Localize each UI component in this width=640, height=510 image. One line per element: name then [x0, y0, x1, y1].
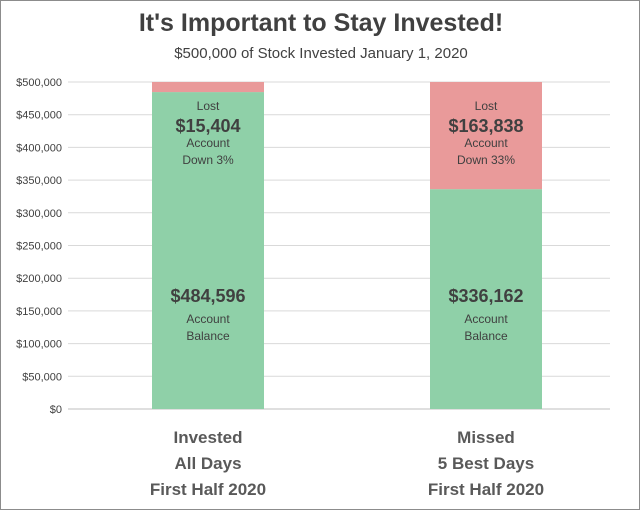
balance-description-label: Account	[186, 312, 230, 326]
y-tick-label: $300,000	[16, 208, 62, 220]
y-tick-label: $350,000	[16, 175, 62, 187]
x-category-label: First Half 2020	[150, 480, 266, 499]
lost-description-label: Account	[464, 136, 508, 150]
y-tick-label: $0	[50, 404, 62, 416]
chart-title: It's Important to Stay Invested!	[138, 9, 504, 37]
y-tick-label: $50,000	[22, 371, 62, 383]
balance-amount-label: $484,596	[170, 286, 245, 306]
lost-percent-label: Down 33%	[457, 153, 515, 167]
x-category-label: 5 Best Days	[438, 454, 534, 473]
balance-description-label: Account	[464, 312, 508, 326]
bar-lost-segment	[152, 82, 264, 93]
balance-description-label: Balance	[464, 329, 508, 343]
y-tick-label: $400,000	[16, 142, 62, 154]
y-tick-label: $200,000	[16, 273, 62, 285]
lost-title-label: Lost	[475, 99, 498, 113]
balance-description-label: Balance	[186, 329, 230, 343]
chart-subtitle: $500,000 of Stock Invested January 1, 20…	[174, 45, 468, 62]
x-category-label: First Half 2020	[428, 480, 544, 499]
lost-amount-label: $15,404	[175, 116, 240, 136]
y-tick-label: $500,000	[16, 77, 62, 89]
x-category-label: Missed	[457, 428, 515, 447]
balance-amount-label: $336,162	[448, 286, 523, 306]
lost-description-label: Account	[186, 136, 230, 150]
y-tick-label: $250,000	[16, 241, 62, 253]
lost-percent-label: Down 3%	[182, 153, 234, 167]
lost-amount-label: $163,838	[448, 116, 523, 136]
y-tick-label: $450,000	[16, 110, 62, 122]
y-tick-label: $100,000	[16, 339, 62, 351]
x-category-label: Invested	[174, 428, 243, 447]
bar-balance-segment	[152, 92, 264, 409]
bar-lost-segment	[430, 82, 542, 190]
y-tick-label: $150,000	[16, 306, 62, 318]
bar-balance-segment	[430, 189, 542, 409]
lost-title-label: Lost	[197, 99, 220, 113]
x-category-label: All Days	[174, 454, 241, 473]
